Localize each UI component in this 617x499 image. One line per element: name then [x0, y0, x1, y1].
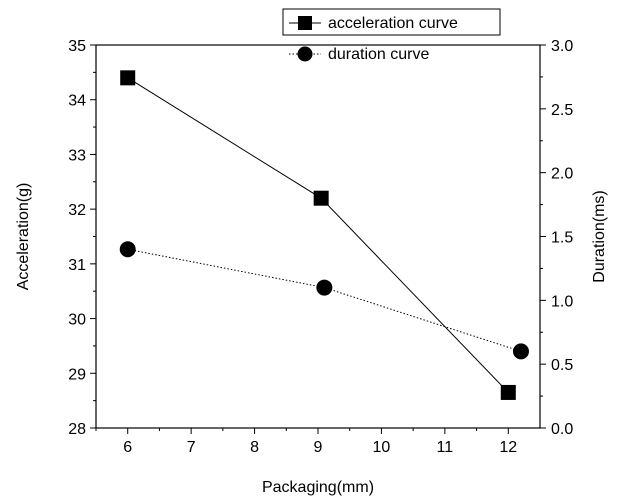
y-right-tick-label: 2.0: [551, 166, 573, 183]
y-left-tick-label: 35: [68, 38, 86, 55]
y-axis-left-title: Acceleration(g): [15, 183, 32, 291]
x-tick-label: 12: [499, 439, 517, 456]
legend-duration-label: duration curve: [328, 46, 429, 63]
data-point-square: [120, 70, 136, 86]
y-axis-right-title: Duration(ms): [591, 190, 608, 282]
y-left-tick-label: 34: [68, 93, 86, 110]
data-point-square: [500, 384, 516, 400]
y-right-tick-label: 0.5: [551, 357, 573, 374]
y-left-tick-label: 30: [68, 312, 86, 329]
data-point-square: [313, 190, 329, 206]
y-right-tick-label: 1.0: [551, 293, 573, 310]
x-tick-label: 10: [373, 439, 391, 456]
legend-acceleration-marker: [298, 16, 312, 30]
x-tick-label: 8: [250, 439, 259, 456]
x-axis-title: Packaging(mm): [262, 479, 374, 496]
y-right-tick-label: 2.5: [551, 102, 573, 119]
data-point-circle: [316, 279, 333, 296]
data-point-circle: [119, 241, 136, 258]
y-axis-right: 0.0 0.5 1.0 1.5 2.0 2.5 3.0: [540, 38, 573, 438]
y-right-tick-label: 0.0: [551, 421, 573, 438]
y-left-tick-label: 28: [68, 421, 86, 438]
x-tick-label: 11: [437, 439, 454, 456]
data-point-circle: [512, 343, 529, 360]
x-tick-label: 9: [314, 439, 323, 456]
x-tick-label: 6: [123, 439, 132, 456]
x-axis: 6 7 8 9 10 11 12: [95, 428, 517, 456]
y-left-tick-label: 32: [68, 202, 86, 219]
legend-box: [282, 8, 501, 36]
plot-area-border: [95, 44, 541, 429]
y-left-tick-label: 31: [68, 257, 86, 274]
legend-duration-marker: [297, 46, 313, 62]
y-right-tick-label: 3.0: [551, 38, 573, 55]
legend: acceleration curve duration curve: [282, 8, 501, 63]
y-axis-left: 28 29 30 31 32 33 34 35: [68, 38, 96, 438]
series-line-1: [127, 248, 522, 352]
y-right-tick-label: 1.5: [551, 230, 573, 247]
legend-acceleration-label: acceleration curve: [328, 15, 458, 32]
series-line-0: [127, 77, 509, 393]
series-layer: [119, 70, 529, 400]
y-left-tick-label: 29: [68, 366, 86, 383]
plot-frame: [95, 44, 541, 429]
y-left-tick-label: 33: [68, 147, 86, 164]
x-tick-label: 7: [187, 439, 196, 456]
